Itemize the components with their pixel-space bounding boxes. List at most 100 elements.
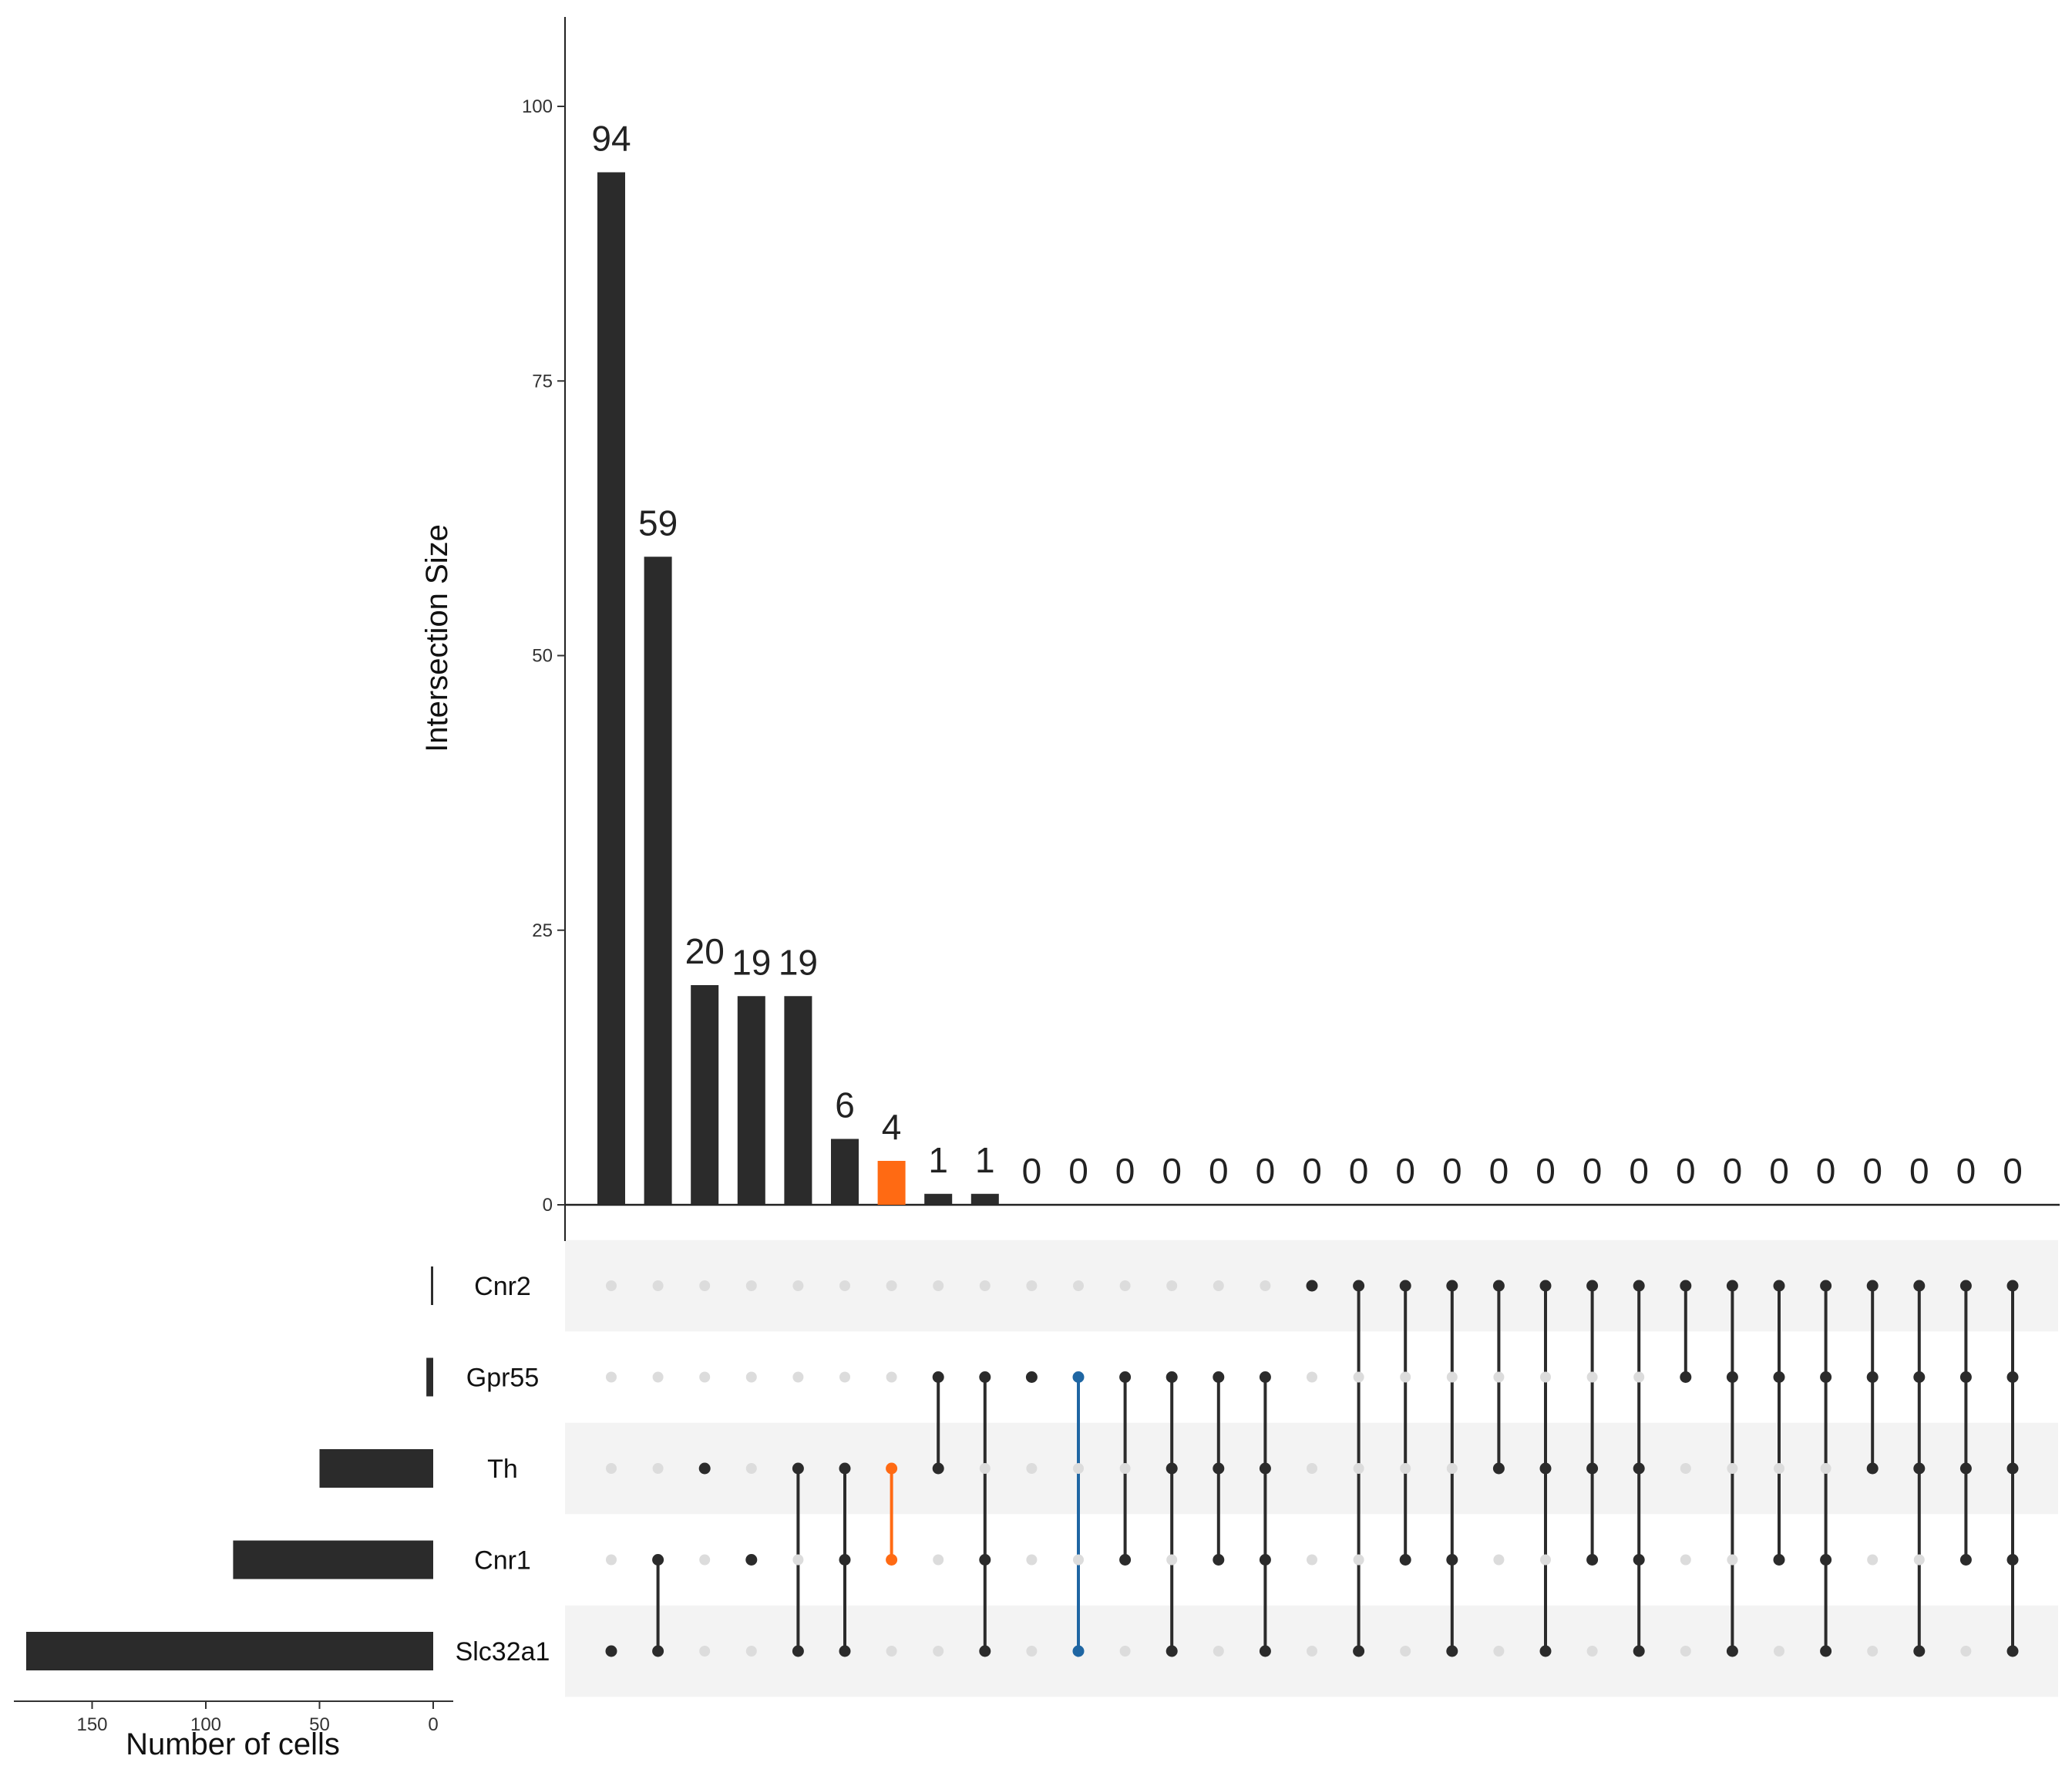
matrix-dot-active [1820,1645,1832,1657]
set-size-panel: Cnr2 Gpr55 Th Cnr1 Slc32a1 150 100 50 0 [14,1266,550,1735]
matrix-dot-active [605,1645,617,1657]
matrix-dot-active [1399,1554,1411,1566]
matrix-dot-inactive [606,1554,617,1566]
matrix-dot-inactive [979,1463,991,1474]
bar-value-label: 0 [1583,1151,1603,1191]
intersection-bar [924,1193,953,1205]
matrix-dot-inactive [652,1280,664,1291]
bar-value-label: 1 [928,1140,948,1180]
matrix-dot-active [1446,1280,1458,1292]
bar-value-label: 6 [835,1085,855,1125]
matrix-dot-inactive [745,1280,757,1291]
bar-value-label: 0 [1909,1151,1929,1191]
matrix-dot-active [1726,1280,1738,1292]
matrix-dot-inactive [839,1371,850,1383]
matrix-dot-active [1959,1554,1972,1566]
matrix-dot-inactive [1307,1463,1317,1474]
matrix-dot-inactive [606,1463,617,1474]
matrix-dot-inactive [1353,1371,1364,1383]
matrix-dot-inactive [792,1280,804,1291]
y-tick-label: 100 [522,96,553,117]
matrix-dot-active [1072,1645,1085,1657]
bar-value-label: 0 [1489,1151,1509,1191]
matrix-dot-active [1539,1462,1552,1475]
matrix-dot-inactive [1446,1371,1458,1383]
bar-value-label: 0 [1302,1151,1322,1191]
matrix-dot-inactive [745,1463,757,1474]
matrix-dot-active [1680,1280,1692,1292]
matrix-dot-inactive [933,1280,944,1291]
y-tick-label: 0 [543,1195,553,1216]
matrix-dot-active [2006,1554,2019,1566]
matrix-dot-active [932,1371,944,1383]
bar-value-label: 0 [1536,1151,1556,1191]
matrix-dot-active [1213,1462,1225,1475]
matrix-dot-inactive [1213,1646,1224,1657]
matrix-dot-inactive [1493,1554,1505,1566]
matrix-dot-inactive [1353,1463,1364,1474]
matrix-dot-inactive [933,1646,944,1657]
matrix-dot-active [1539,1280,1552,1292]
matrix-dot-inactive [1540,1554,1551,1566]
matrix-dot-active [1913,1462,1926,1475]
matrix-dot-active [1213,1554,1225,1566]
set-size-bar [25,1632,433,1670]
matrix-dot-active [1353,1280,1365,1292]
matrix-dot-inactive [1493,1646,1505,1657]
matrix-dot-inactive [979,1280,991,1291]
bar-value-label: 19 [732,942,771,982]
bar-value-label: 94 [591,119,631,159]
matrix-dot-inactive [1727,1463,1738,1474]
matrix-dot-inactive [1307,1646,1317,1657]
matrix-dot-active [1633,1645,1645,1657]
matrix-dot-inactive [1913,1554,1925,1566]
bar-value-label: 0 [2003,1151,2023,1191]
intersection-bar [831,1139,859,1205]
matrix-dot-active [1119,1554,1132,1566]
bar-value-label: 0 [1723,1151,1743,1191]
set-size-tick-label: 100 [190,1714,221,1735]
matrix-dot-active [1586,1280,1599,1292]
matrix-dot-active [1259,1645,1271,1657]
matrix-dot-active [839,1645,851,1657]
y-tick-label: 75 [532,371,553,392]
matrix-dot-active [792,1645,804,1657]
bar-value-label: 0 [1676,1151,1696,1191]
matrix-dot-active [1633,1280,1645,1292]
matrix-dot-active [1959,1462,1972,1475]
matrix-dot-active [745,1554,758,1566]
bar-value-label: 19 [779,942,818,982]
matrix-dot-inactive [1820,1463,1832,1474]
bar-value-label: 0 [1629,1151,1649,1191]
matrix-dot-active [1820,1371,1832,1383]
matrix-dot-inactive [1073,1463,1084,1474]
matrix-dot-active [1959,1280,1972,1292]
matrix-dot-active [1820,1554,1832,1566]
matrix-dot-active [1866,1371,1879,1383]
bar-value-label: 0 [1022,1151,1042,1191]
matrix-dot-inactive [1166,1280,1178,1291]
matrix-dot-active [979,1371,991,1383]
matrix-dot-active [1586,1554,1599,1566]
matrix-dot-active [792,1462,804,1475]
matrix-dot-active [1353,1645,1365,1657]
bar-value-label: 0 [1068,1151,1088,1191]
matrix-dot-active [1773,1371,1785,1383]
matrix-dot-inactive [1400,1463,1411,1474]
matrix-dot-active [1259,1371,1271,1383]
matrix-dot-inactive [1680,1463,1691,1474]
bar-value-label: 0 [1162,1151,1182,1191]
bar-value-label: 0 [1816,1151,1836,1191]
matrix-dot-active [652,1554,664,1566]
matrix-dot-inactive [1307,1554,1317,1566]
matrix-dot-active [1446,1554,1458,1566]
matrix-dot-active [1633,1554,1645,1566]
bar-value-label: 0 [1349,1151,1369,1191]
matrix-dot-active [886,1462,898,1475]
matrix-dot-active [1492,1280,1505,1292]
matrix-dot-active [652,1645,664,1657]
intersection-bar [644,557,672,1205]
matrix-dot-active [1866,1280,1879,1292]
